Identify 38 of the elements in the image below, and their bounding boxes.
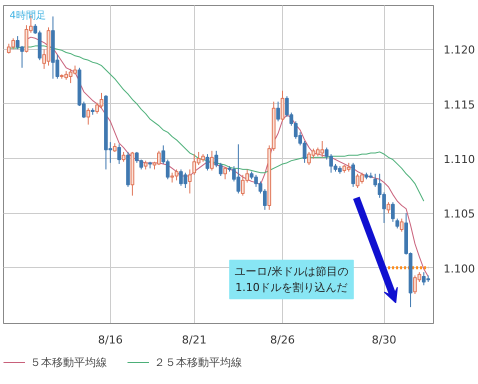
candlestick: [117, 144, 122, 164]
y-tick-label: 1.110: [444, 152, 475, 166]
candlestick: [386, 202, 390, 214]
candlestick: [395, 218, 400, 229]
candlestick: [276, 101, 280, 122]
text: 4時間足: [10, 10, 46, 22]
candlestick: [24, 24, 28, 53]
candlestick: [400, 218, 404, 232]
x-tick-label: 8/16: [98, 334, 123, 346]
x-tick-label: 8/30: [372, 334, 396, 346]
candlestick: [413, 274, 417, 294]
candlestick: [188, 168, 192, 194]
y-tick-label: 1.100: [444, 262, 475, 276]
candlestick: [206, 154, 210, 172]
candlestick: [192, 154, 196, 176]
candlestick: [134, 151, 139, 164]
candlestick: [422, 272, 426, 286]
candlestick: [210, 150, 214, 172]
x-tick-label: 8/26: [270, 334, 295, 346]
candlestick: [240, 174, 245, 196]
candlestick: [391, 202, 395, 222]
candlestick: [86, 108, 90, 126]
candlestick: [6, 43, 11, 54]
legend-label: ５本移動平均線: [30, 354, 107, 370]
candlestick: [320, 140, 324, 158]
y-tick-label: 1.120: [444, 44, 475, 57]
annotation: ユーロ/米ドルは節目の 1.10ドルを割り込んだ: [234, 265, 348, 294]
candlestick: [174, 168, 178, 181]
x-tick-label: 8/21: [182, 334, 207, 346]
candlestick: [11, 38, 16, 50]
legend-label: ２５本移動平均線: [154, 354, 242, 370]
y-tick-label: 1.105: [444, 208, 475, 221]
candlestick: [351, 162, 356, 188]
candlestick: [280, 90, 284, 122]
candlestick: [122, 151, 126, 162]
y-tick-label: 1.115: [444, 98, 475, 112]
candlestick: [223, 166, 227, 180]
candlestick: [170, 172, 174, 184]
